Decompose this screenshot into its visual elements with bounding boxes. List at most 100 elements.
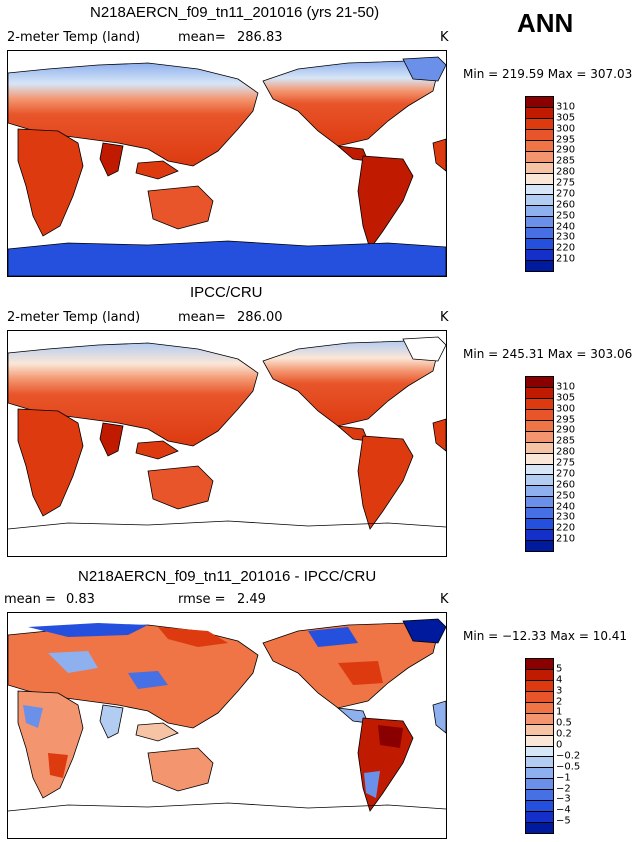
panel-title: N218AERCN_f09_tn11_201016 - IPCC/CRU [78, 568, 377, 585]
colorbar-tick: 260 [556, 479, 576, 491]
colorbar-swatch [526, 691, 553, 703]
colorbar-tick: 280 [556, 166, 576, 178]
colorbar-swatch [526, 790, 553, 802]
colorbar-tick: 0.2 [556, 728, 572, 740]
colorbar-tick: 220 [556, 522, 576, 534]
colorbar-tick: 275 [556, 457, 576, 469]
colorbar-labels: 310 305 300 295 290 285 280 275 270 260 … [556, 96, 596, 270]
rmse-label: rmse = [178, 592, 226, 607]
temperature-map-observations [7, 330, 447, 557]
colorbar-swatch [526, 746, 553, 758]
temperature-map-model [7, 50, 447, 277]
colorbar-tick: 4 [556, 674, 563, 686]
colorbar-tick: 250 [556, 210, 576, 222]
colorbar-swatch [526, 823, 553, 833]
colorbar-swatch [526, 475, 553, 487]
colorbar-tick: 5 [556, 663, 563, 675]
colorbar-swatch [526, 195, 553, 207]
colorbar-tick: 310 [556, 101, 576, 113]
colorbar-tick: 230 [556, 511, 576, 523]
colorbar-tick: 210 [556, 253, 576, 265]
colorbar-swatch [526, 757, 553, 769]
colorbar-tick: 240 [556, 221, 576, 232]
colorbar-tick: 1 [556, 706, 563, 718]
colorbar-tick: −0.5 [556, 761, 581, 773]
colorbar-tick: −3 [556, 793, 571, 805]
season-label: ANN [517, 8, 574, 38]
colorbar-swatch [526, 387, 553, 399]
colorbar-swatch [526, 519, 553, 531]
colorbar-tick: 270 [556, 468, 576, 480]
colorbar-tick: −4 [556, 804, 571, 816]
colorbar-swatch [526, 702, 553, 714]
mean-label: mean= [178, 310, 226, 325]
colorbar-tick: 305 [556, 112, 576, 124]
colorbar-tick: 300 [556, 123, 576, 135]
mean-label: mean = [4, 592, 56, 607]
colorbar-swatch [526, 377, 553, 388]
mean-value: 286.00 [237, 310, 283, 325]
colorbar-swatch [526, 713, 553, 725]
colorbar-swatch [526, 508, 553, 520]
colorbar-swatch [526, 724, 553, 736]
colorbar-swatch [526, 239, 553, 251]
min-max-label: Min = 219.59 Max = 307.03 [463, 67, 633, 81]
map-graphic [8, 336, 446, 530]
units-label: K [440, 30, 449, 45]
colorbar-swatch [526, 431, 553, 443]
units-label: K [440, 592, 449, 607]
colorbar-swatch [526, 151, 553, 163]
colorbar-tick: 3 [556, 685, 563, 697]
colorbar-swatch [526, 541, 553, 551]
colorbar-tick: −5 [556, 815, 571, 827]
map-graphic [8, 56, 446, 276]
colorbar [525, 658, 554, 834]
colorbar-tick: 240 [556, 501, 576, 512]
colorbar-swatch [526, 129, 553, 141]
colorbar-tick: −1 [556, 772, 571, 784]
colorbar-swatch [526, 735, 553, 747]
colorbar-labels: 310 305 300 295 290 285 280 275 270 260 … [556, 376, 596, 550]
panel-title: IPCC/CRU [190, 284, 263, 301]
colorbar-swatch [526, 409, 553, 421]
colorbar-tick: 295 [556, 134, 576, 145]
mean-value: 286.83 [237, 30, 283, 45]
colorbar-swatch [526, 812, 553, 824]
colorbar-swatch [526, 453, 553, 465]
colorbar-tick: 230 [556, 231, 576, 243]
mean-label: mean= [178, 30, 226, 45]
colorbar-tick: −0.2 [556, 750, 581, 762]
colorbar-swatch [526, 184, 553, 196]
colorbar-tick: 210 [556, 533, 576, 545]
colorbar-swatch [526, 398, 553, 410]
colorbar-tick: 2 [556, 696, 563, 707]
colorbar-swatch [526, 530, 553, 542]
colorbar-swatch [526, 118, 553, 130]
colorbar-tick: 285 [556, 435, 576, 447]
colorbar-tick: 290 [556, 424, 576, 436]
colorbar-tick: 295 [556, 414, 576, 425]
colorbar-swatch [526, 680, 553, 692]
colorbar-swatch [526, 779, 553, 791]
colorbar [525, 376, 554, 552]
colorbar-swatch [526, 420, 553, 432]
colorbar-swatch [526, 206, 553, 218]
colorbar-tick: −2 [556, 783, 571, 794]
colorbar-tick: 0.5 [556, 717, 572, 729]
min-max-label: Min = −12.33 Max = 10.41 [463, 629, 628, 643]
colorbar-swatch [526, 261, 553, 271]
rmse-value: 2.49 [237, 592, 266, 607]
colorbar-tick: 275 [556, 177, 576, 189]
colorbar-swatch [526, 442, 553, 454]
colorbar-swatch [526, 497, 553, 509]
colorbar-swatch [526, 162, 553, 174]
colorbar-tick: 285 [556, 155, 576, 167]
colorbar-swatch [526, 801, 553, 813]
colorbar-tick: 0 [556, 739, 563, 751]
units-label: K [440, 310, 449, 325]
colorbar-swatch [526, 669, 553, 681]
colorbar-tick: 280 [556, 446, 576, 458]
colorbar-tick: 270 [556, 188, 576, 200]
colorbar-swatch [526, 464, 553, 476]
colorbar-swatch [526, 228, 553, 240]
